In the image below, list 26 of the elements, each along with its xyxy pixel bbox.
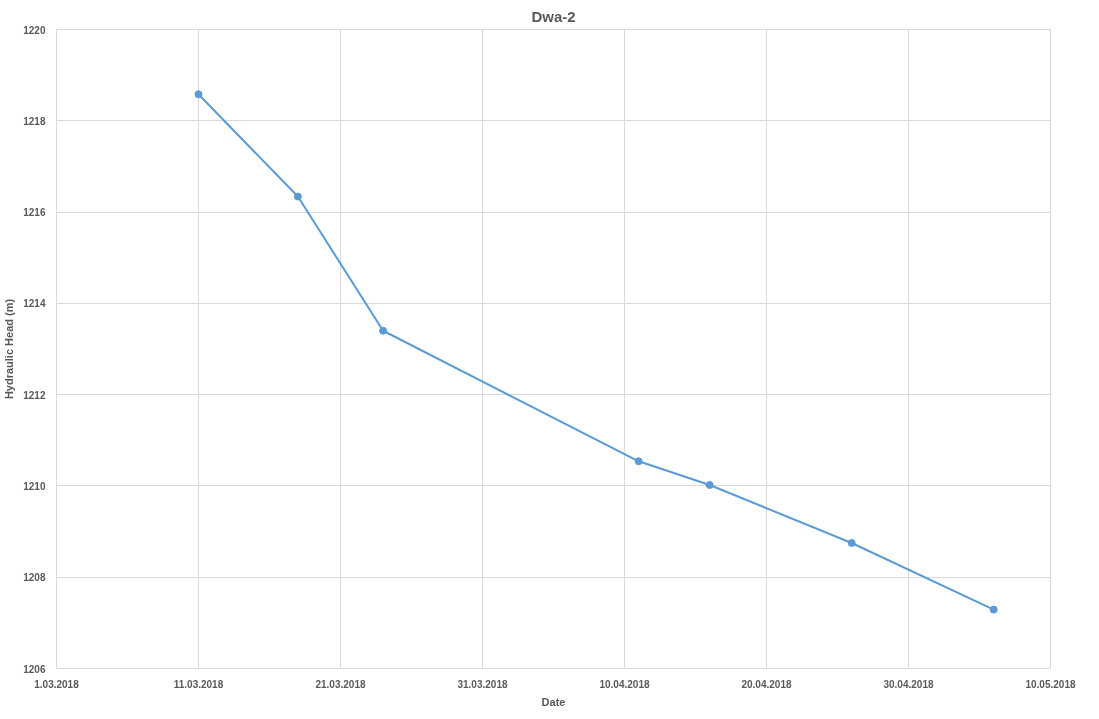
x-axis-title: Date (541, 695, 566, 708)
y-tick-label: 1210 (23, 480, 46, 492)
y-tick-label: 1212 (23, 389, 46, 401)
point (293, 192, 302, 201)
x-tick-label: 20.04.2018 (741, 678, 792, 690)
y-axis-title: Hydraulic Head (m) (3, 298, 16, 400)
point (634, 457, 643, 466)
y-tick-label: 1220 (23, 24, 46, 36)
y-tick-label: 1208 (23, 572, 46, 584)
point (705, 481, 714, 490)
chart-title: Dwa-2 (531, 7, 576, 25)
x-tick-label: 31.03.2018 (457, 678, 508, 690)
y-tick-label: 1216 (23, 207, 46, 219)
y-tick-label: 1214 (23, 298, 46, 310)
point (379, 326, 388, 335)
point (194, 90, 203, 99)
x-tick-label: 21.03.2018 (315, 678, 366, 690)
y-tick-label: 1206 (23, 663, 46, 675)
y-tick-label: 1218 (23, 115, 46, 127)
x-tick-label: 30.04.2018 (883, 678, 934, 690)
x-tick-label: 1.03.2018 (34, 678, 80, 690)
point (989, 605, 998, 614)
x-tick-label: 10.04.2018 (599, 678, 650, 690)
x-tick-label: 11.03.2018 (173, 678, 224, 690)
point (847, 538, 856, 547)
x-tick-label: 10.05.2018 (1025, 678, 1076, 690)
